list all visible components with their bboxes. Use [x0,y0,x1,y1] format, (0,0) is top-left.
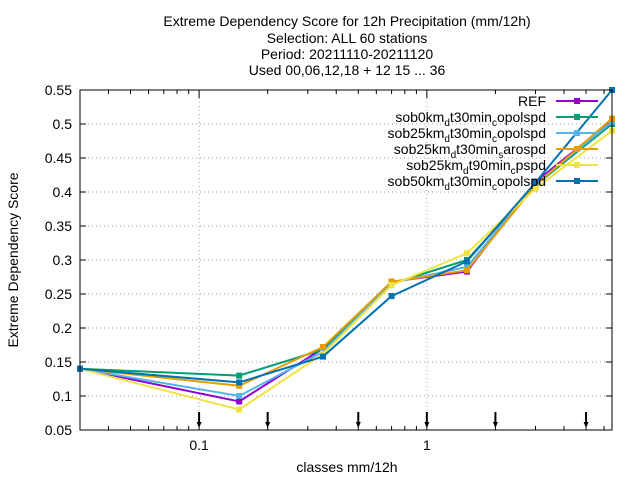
data-point [463,250,470,257]
data-point [532,185,539,192]
threshold-marker-arrow [583,422,589,428]
plot-frame [79,89,613,431]
title-line-1: Extreme Dependency Score for 12h Precipi… [163,13,530,29]
x-axis-label: classes mm/12h [296,459,397,475]
legend-swatch-marker [574,114,580,120]
threshold-marker-arrow [492,422,498,428]
legend-label-1: REF [518,93,546,109]
data-point [463,263,470,270]
title-line-3: Period: 20211110-20211120 [261,46,434,62]
y-tick-label: 0.55 [45,82,72,98]
title-line-4: Used 00,06,12,18 + 12 15 ... 36 [249,62,446,78]
data-point [236,382,243,389]
y-tick-label: 0.45 [45,150,72,166]
y-tick-label: 0.15 [45,354,72,370]
legend-label-2: sob0kmdt30mincopolspd [395,109,546,129]
data-point [236,372,243,379]
data-point [463,267,470,274]
data-point [320,344,327,351]
legend-swatch-marker [574,98,580,104]
data-point [388,282,395,289]
y-tick-label: 0.4 [53,184,73,200]
legend-label-4: sob25kmdt30minsarospd [394,141,546,161]
data-point [463,258,470,265]
y-tick-label: 0.3 [53,252,73,268]
data-point [320,353,327,360]
legend-swatch-marker [574,178,580,184]
y-tick-label: 0.05 [45,422,72,438]
data-point [236,379,243,386]
legend-label-5: sob25kmdt90mincpspd [406,157,546,177]
legend: REFsob0kmdt30mincopolspdsob25kmdt30minco… [388,93,598,193]
data-point [236,398,243,405]
x-tick-label: 1 [423,437,431,453]
threshold-marker-arrow [424,422,430,428]
legend-swatch-marker [574,146,580,152]
threshold-marker-arrow [196,422,202,428]
series-lines [77,87,615,413]
grid-lines [80,90,612,430]
data-point [236,393,243,399]
threshold-marker-arrow [265,422,271,428]
chart-title: Extreme Dependency Score for 12h Precipi… [163,13,530,78]
legend-swatch-marker [574,130,580,136]
legend-swatch-marker [574,162,580,168]
data-point [236,406,243,413]
y-axis-label: Extreme Dependency Score [5,172,21,347]
threshold-markers [196,412,589,428]
x-tick-label: 0.1 [189,437,209,453]
y-tick-label: 0.2 [53,320,73,336]
y-tick-label: 0.1 [53,388,73,404]
y-axis-ticks: 0.05 0.1 0.15 0.2 0.25 0.3 0.35 0.4 0.45 0.5 0.55 [45,82,612,438]
threshold-marker-arrow [355,422,361,428]
y-tick-label: 0.35 [45,218,72,234]
title-line-2: Selection: ALL 60 stations [267,30,428,46]
y-tick-label: 0.5 [53,116,73,132]
data-point [532,179,539,186]
data-point [388,293,395,300]
legend-label-6: sob50kmdt30mincopolspd [388,173,546,193]
legend-label-3: sob25kmdt30mincopolspd [388,125,546,145]
y-tick-label: 0.25 [45,286,72,302]
data-point [388,278,395,285]
